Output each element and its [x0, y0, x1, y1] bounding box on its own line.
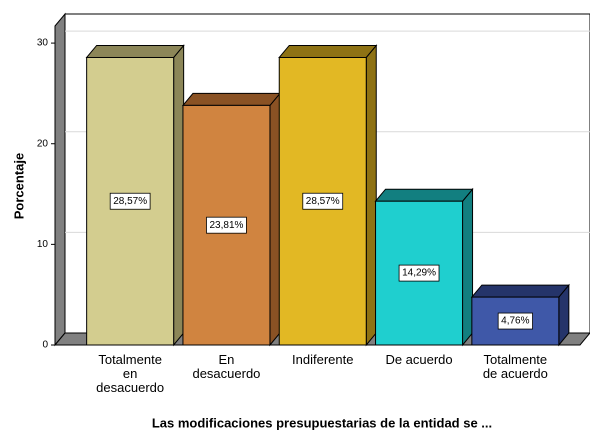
bar-top: [374, 188, 474, 202]
y-tick-label: 0: [42, 340, 48, 351]
x-axis-title: Las modificaciones presupuestarias de la…: [152, 415, 492, 430]
bar-top: [470, 284, 570, 298]
value-label-box: [302, 192, 344, 210]
bar-top: [181, 92, 282, 106]
value-label: 28,57%: [113, 196, 147, 207]
bar-top: [278, 44, 378, 58]
bar-side: [173, 44, 185, 347]
x-tick-label: En desacuerdo: [192, 352, 260, 381]
left-wall: [54, 12, 66, 347]
value-label-box: [398, 264, 440, 282]
value-label: 4,76%: [501, 316, 529, 327]
y-tick-label: 10: [37, 239, 49, 250]
y-tick-label: 30: [37, 38, 49, 49]
x-tick-label: De acuerdo: [385, 352, 452, 367]
bar-side: [462, 187, 474, 347]
y-tick-label: 20: [37, 138, 49, 149]
value-label-box: [109, 192, 151, 210]
x-tick-label: Totalmente en desacuerdo: [96, 352, 164, 395]
bar-top: [85, 44, 185, 58]
y-axis-title: Porcentaje: [11, 153, 26, 219]
bar-side: [365, 44, 377, 347]
x-tick-label: Totalmente de acuerdo: [483, 352, 548, 381]
value-label: 14,29%: [402, 268, 436, 279]
value-label-box: [206, 216, 247, 234]
x-tick-label: Indiferente: [292, 352, 353, 367]
value-label: 28,57%: [306, 196, 340, 207]
bar-side: [269, 92, 281, 347]
value-label: 23,81%: [209, 220, 243, 231]
value-label-box: [497, 312, 533, 330]
